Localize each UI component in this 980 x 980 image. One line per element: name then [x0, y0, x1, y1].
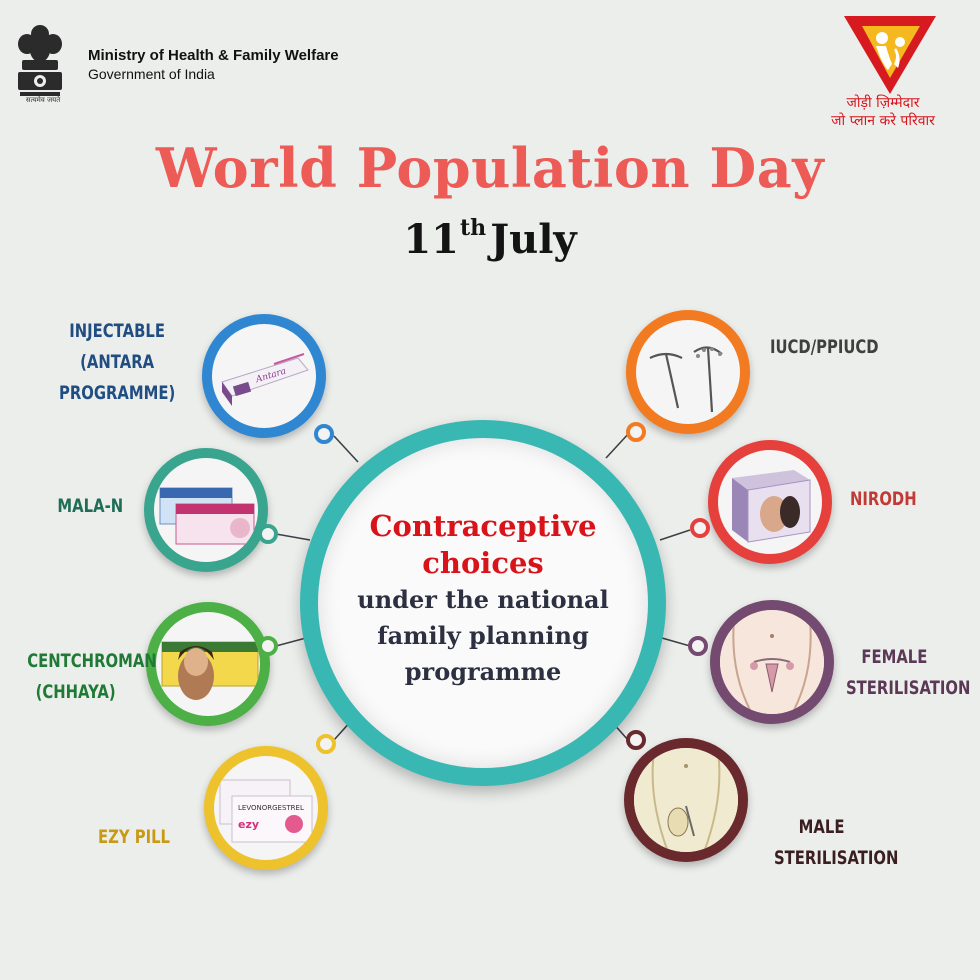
- female-sterilisation-connector-knob: [688, 636, 708, 656]
- center-body-line2: family planning: [377, 621, 589, 650]
- injectable-label-line2: (ANTARA PROGRAMME): [58, 351, 176, 404]
- male-anatomy-icon: [634, 748, 738, 852]
- ministry-name: Ministry of Health & Family Welfare Gove…: [88, 46, 339, 83]
- nirodh-image: [718, 450, 822, 554]
- nirodh-connector-knob: [690, 518, 710, 538]
- slogan-line2: जो प्लान करे परिवार: [831, 113, 935, 129]
- emblem-motto: सत्यमेव जयते: [25, 96, 61, 104]
- male-sterilisation-bubble: [624, 738, 748, 862]
- ezy-pill-label-line1: EZY PILL: [97, 826, 170, 848]
- mala-n-bubble: [144, 448, 268, 572]
- iucd-label: IUCD/PPIUCD: [770, 332, 879, 363]
- nirodh-label: NIRODH: [850, 484, 917, 515]
- family-planning-logo-icon: [844, 16, 936, 94]
- nirodh-bubble: [708, 440, 832, 564]
- event-date: 11th July: [0, 215, 980, 263]
- center-body-line3: programme: [404, 657, 562, 686]
- injectable-label-line1: INJECTABLE: [69, 320, 165, 342]
- center-heading-line2: choices: [422, 546, 544, 580]
- female-anatomy-icon: [720, 610, 824, 714]
- mala-n-label: MALA-N: [33, 491, 148, 522]
- injectable-connector-knob: [314, 424, 334, 444]
- male-sterilisation-label-line1: MALE: [798, 816, 845, 838]
- injectable-label: INJECTABLE (ANTARA PROGRAMME): [42, 316, 192, 409]
- centchroman-pack-icon: [161, 641, 259, 700]
- family-planning-slogan: जोड़ी ज़िम्मेदार जो प्लान करे परिवार: [800, 94, 966, 130]
- female-sterilisation-label-line1: FEMALE: [861, 646, 928, 668]
- center-circle: [318, 438, 648, 768]
- center-heading-line1: Contraceptive: [369, 509, 597, 543]
- mala-n-pack-icon: [159, 487, 255, 545]
- centchroman-label-line1: CENTCHROMAN: [27, 650, 157, 672]
- centchroman-label: CENTCHROMAN (CHHAYA): [27, 646, 157, 708]
- ministry-line1: Ministry of Health & Family Welfare: [88, 47, 339, 64]
- mala-n-label-line1: MALA-N: [57, 495, 124, 517]
- female-sterilisation-bubble: [710, 600, 834, 724]
- male-sterilisation-label: MALE STERILISATION: [774, 812, 899, 874]
- nirodh-label-line1: NIRODH: [850, 488, 917, 510]
- date-day: 11: [403, 216, 460, 263]
- male-sterilisation-connector-knob: [626, 730, 646, 750]
- page-title: World Population Day: [155, 136, 825, 200]
- centchroman-label-line2: (CHHAYA): [35, 681, 116, 703]
- center-caption: Contraceptive choices under the national…: [318, 508, 648, 690]
- iucd-image: [636, 320, 740, 424]
- injectable-box-icon: Antara: [221, 353, 309, 406]
- date-suffix: th: [460, 215, 487, 241]
- injectable-bubble: Antara: [202, 314, 326, 438]
- centchroman-bubble: [146, 602, 270, 726]
- ezy-pill-pack-icon: LEVONORGESTREL ezy: [219, 779, 313, 843]
- ezy-pill-label: EZY PILL: [88, 822, 180, 853]
- svg-text:ezy: ezy: [238, 818, 259, 831]
- ezy-pill-bubble: LEVONORGESTREL ezy: [204, 746, 328, 870]
- nirodh-pack-icon: [732, 470, 811, 543]
- mala-n-connector-knob: [258, 524, 278, 544]
- female-sterilisation-image: [720, 610, 824, 714]
- iucd-label-line1: IUCD/PPIUCD: [770, 336, 879, 358]
- date-month: July: [490, 216, 577, 263]
- slogan-line1: जोड़ी ज़िम्मेदार: [846, 95, 920, 111]
- ministry-line2: Government of India: [88, 66, 215, 82]
- iucd-connector-knob: [626, 422, 646, 442]
- male-sterilisation-label-line2: STERILISATION: [774, 847, 899, 869]
- ezy-pill-connector-knob: [316, 734, 336, 754]
- iucd-bubble: [626, 310, 750, 434]
- centchroman-image: [156, 612, 260, 716]
- male-sterilisation-image: [634, 748, 738, 852]
- iucd-device-icon: [649, 346, 723, 413]
- center-body-line1: under the national: [357, 585, 609, 614]
- mala-n-image: [154, 458, 258, 562]
- injectable-image: Antara: [212, 324, 316, 428]
- female-sterilisation-label-line2: STERILISATION: [846, 677, 971, 699]
- female-sterilisation-label: FEMALE STERILISATION: [846, 642, 971, 704]
- national-emblem-icon: [18, 25, 62, 96]
- centchroman-connector-knob: [258, 636, 278, 656]
- svg-text:LEVONORGESTREL: LEVONORGESTREL: [238, 804, 304, 812]
- ezy-pill-image: LEVONORGESTREL ezy: [214, 756, 318, 860]
